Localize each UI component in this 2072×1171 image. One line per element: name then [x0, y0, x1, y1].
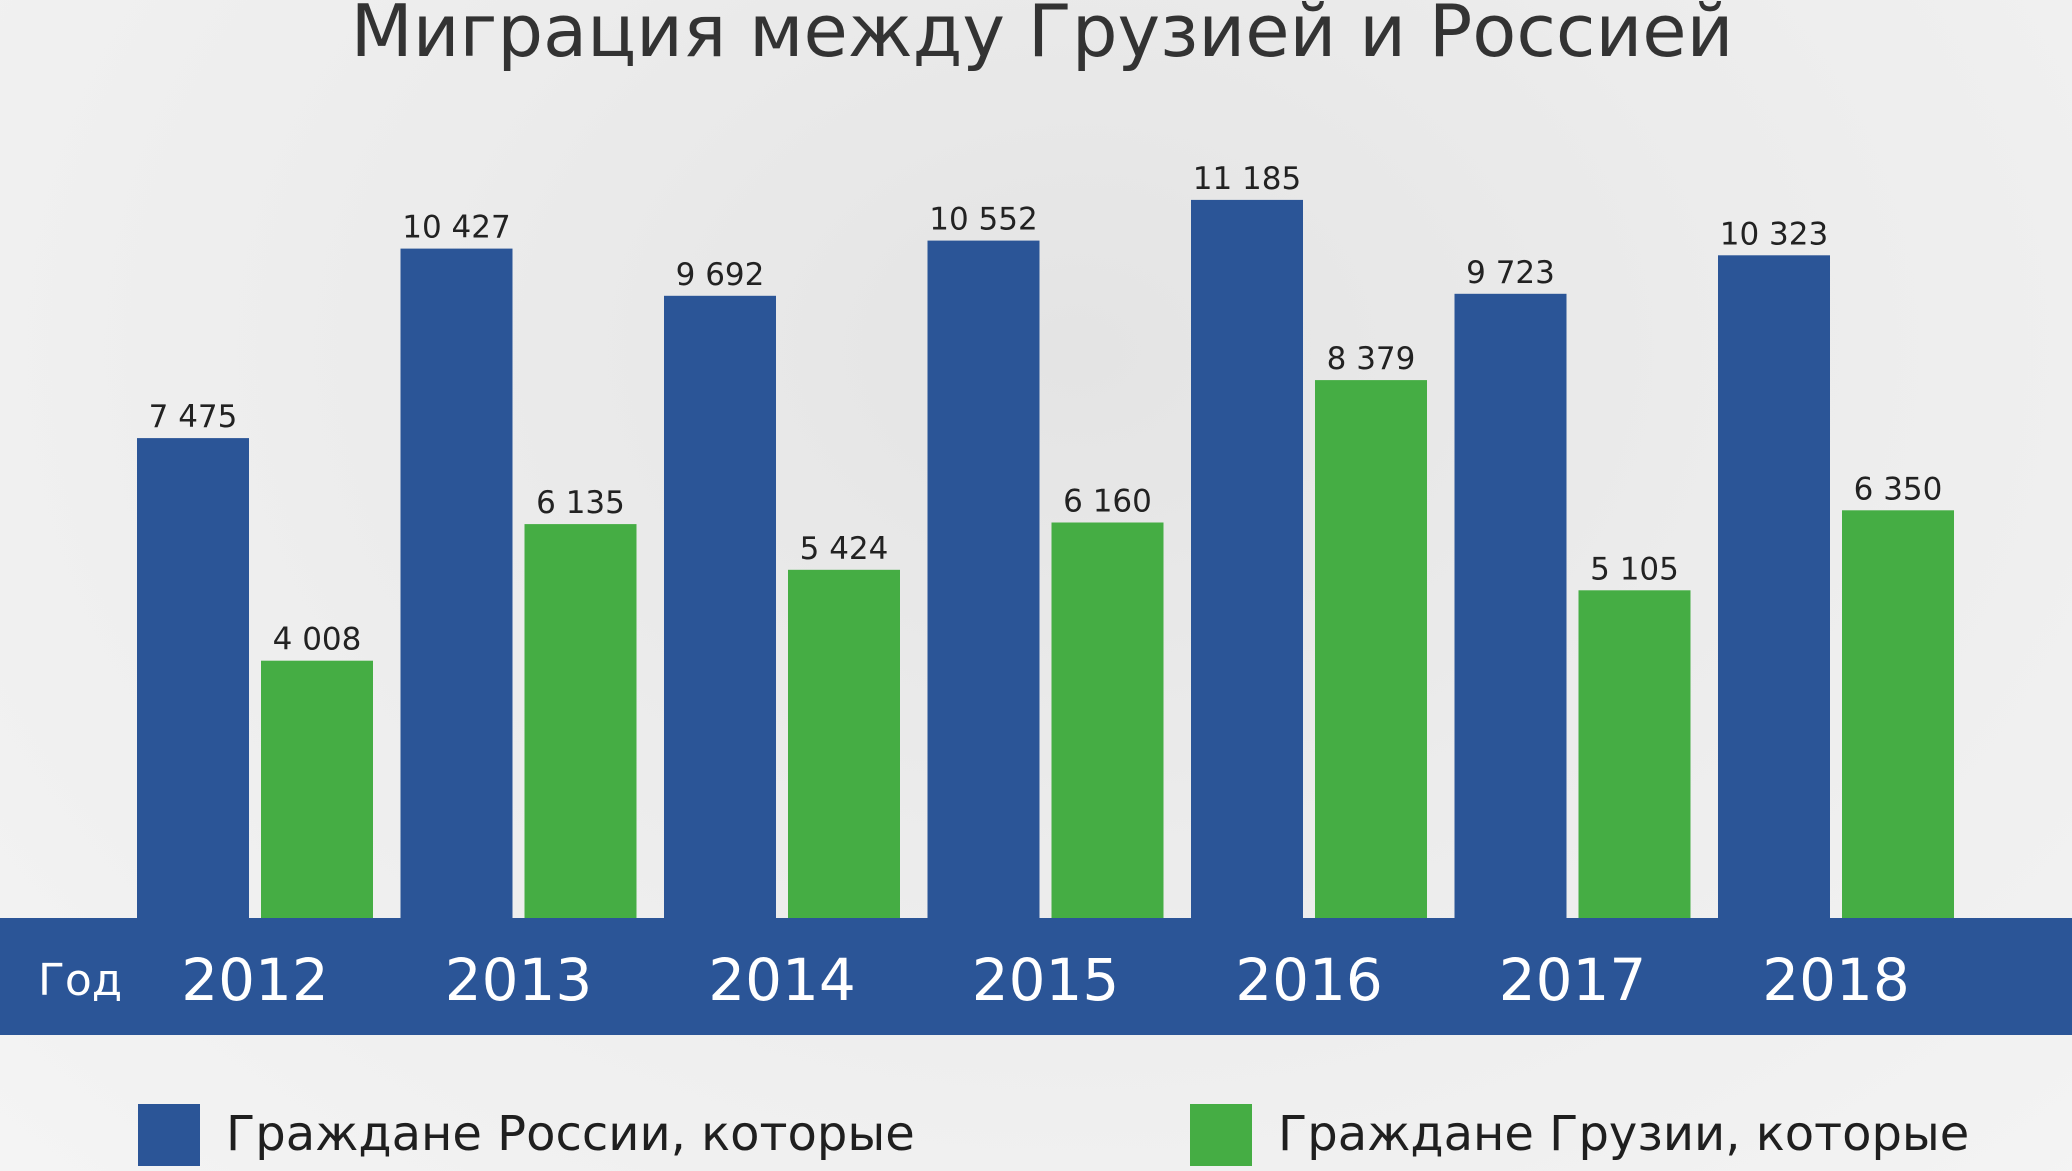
legend-swatch-georgia	[1190, 1104, 1252, 1166]
year-label-2017: 2017	[1499, 946, 1647, 1014]
chart-title: Миграция между Грузией и Россией	[351, 0, 1734, 73]
bar-georgia-2017	[1578, 590, 1691, 918]
x-axis-label: Год	[38, 955, 122, 1006]
value-label-georgia-2018: 6 350	[1854, 471, 1943, 507]
bar-russia-2016	[1191, 199, 1303, 918]
bar-russia-2013	[400, 248, 513, 919]
value-label-georgia-2013: 6 135	[536, 485, 625, 521]
legend: Граждане России, которые Граждане Грузии…	[138, 1104, 1969, 1166]
value-label-russia-2012: 7 475	[149, 399, 238, 435]
bar-georgia-2014	[788, 569, 900, 918]
value-label-russia-2014: 9 692	[676, 257, 765, 293]
year-label-2013: 2013	[445, 946, 593, 1014]
value-label-russia-2018: 10 323	[1720, 216, 1828, 252]
legend-label-russia: Граждане России, которые	[226, 1106, 915, 1162]
bar-georgia-2012	[261, 660, 373, 918]
year-labels-group: 2012 2013 2014 2015 2016 2017 2018	[181, 946, 1910, 1014]
bar-russia-2015	[927, 240, 1040, 919]
bar-georgia-2016	[1315, 380, 1427, 919]
value-label-georgia-2012: 4 008	[273, 622, 362, 658]
value-label-russia-2017: 9 723	[1466, 255, 1555, 291]
value-label-georgia-2016: 8 379	[1327, 341, 1416, 377]
value-label-russia-2015: 10 552	[929, 202, 1037, 238]
legend-swatch-russia	[138, 1104, 200, 1166]
year-axis-band	[0, 918, 2072, 1035]
year-label-2014: 2014	[708, 946, 856, 1014]
bar-russia-2012	[137, 438, 249, 918]
bar-georgia-2015	[1051, 522, 1164, 918]
value-label-russia-2013: 10 427	[402, 210, 510, 246]
year-label-2016: 2016	[1235, 946, 1383, 1014]
value-label-georgia-2017: 5 105	[1590, 551, 1679, 587]
value-label-russia-2016: 11 185	[1193, 161, 1301, 197]
legend-label-georgia: Граждане Грузии, которые	[1278, 1106, 1969, 1162]
bar-russia-2018	[1718, 255, 1830, 919]
bar-russia-2017	[1454, 293, 1567, 918]
bars-group	[137, 199, 1954, 919]
bar-georgia-2013	[524, 524, 637, 918]
year-label-2015: 2015	[972, 946, 1120, 1014]
value-label-georgia-2014: 5 424	[800, 531, 889, 567]
bar-russia-2014	[664, 295, 776, 918]
value-labels-group: 7 475 4 008 10 427 6 135 9 692 5 424 10 552 6 1…	[149, 161, 1943, 658]
year-label-2012: 2012	[181, 946, 329, 1014]
year-label-2018: 2018	[1762, 946, 1910, 1014]
value-label-georgia-2015: 6 160	[1063, 484, 1152, 520]
bar-georgia-2018	[1842, 510, 1954, 918]
